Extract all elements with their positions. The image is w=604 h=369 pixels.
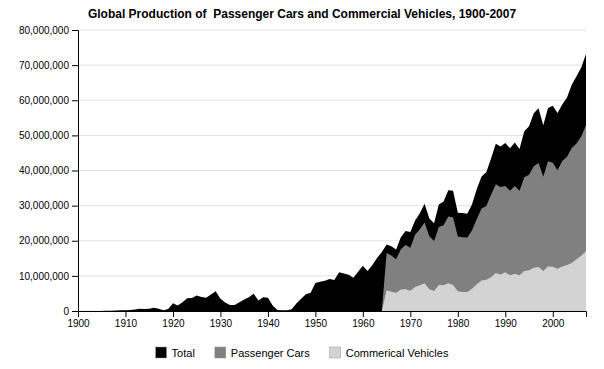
y-tick-mark xyxy=(72,135,78,136)
y-tick-label: 30,000,000 xyxy=(19,200,69,211)
y-tick-label: 70,000,000 xyxy=(19,60,69,71)
legend-label: Passenger Cars xyxy=(231,347,310,359)
title: Global Production of Passenger Cars and … xyxy=(88,7,516,21)
y-tick-label: 80,000,000 xyxy=(19,25,69,36)
legend-item: Total xyxy=(156,347,195,359)
x-tick: 1910 xyxy=(115,311,138,329)
x-tick-mark xyxy=(125,311,126,317)
y-tick-mark xyxy=(72,100,78,101)
x-tick: 1950 xyxy=(305,311,328,329)
legend-swatch xyxy=(156,347,167,358)
x-tick-mark xyxy=(553,311,554,317)
x-tick-label: 1990 xyxy=(495,318,518,329)
y-tick: 70,000,000 xyxy=(19,60,78,71)
y-tick-label: 20,000,000 xyxy=(19,235,69,246)
y-tick-mark xyxy=(72,206,78,207)
plot: 1900 1910 1920 1930 1940 1950 1960 1970 1980 1990… xyxy=(19,25,587,329)
x-tick: 1940 xyxy=(257,311,280,329)
x-axis-line xyxy=(79,312,587,318)
x-tick-label: 2000 xyxy=(542,318,565,329)
y-tick: 60,000,000 xyxy=(19,95,78,106)
legend-item: Commerical Vehicles xyxy=(330,347,449,359)
legend-item: Passenger Cars xyxy=(215,347,310,359)
x-tick-label: 1900 xyxy=(67,318,90,329)
x-tick-mark xyxy=(505,311,506,317)
y-tick: 80,000,000 xyxy=(19,25,78,36)
grid-line xyxy=(78,135,586,136)
y-tick: 20,000,000 xyxy=(19,235,78,246)
y-tick-label: 0 xyxy=(63,306,69,317)
grid-line xyxy=(78,100,586,101)
x-tick-mark xyxy=(315,311,316,317)
x-tick: 1960 xyxy=(352,311,375,329)
grid xyxy=(78,30,586,311)
x-tick-label: 1940 xyxy=(257,318,280,329)
x-axis: 1900 1910 1920 1930 1940 1950 1960 1970 1980 1990… xyxy=(67,311,586,329)
legend-swatch xyxy=(330,347,341,358)
area xyxy=(78,125,586,311)
y-tick: 40,000,000 xyxy=(19,165,78,176)
x-tick-label: 1930 xyxy=(210,318,233,329)
x-tick-label: 1910 xyxy=(115,318,138,329)
legend-label: Total xyxy=(172,347,195,359)
y-tick-mark xyxy=(72,241,78,242)
y-tick: 0 xyxy=(63,306,78,317)
chart: Global Production of Passenger Cars and … xyxy=(0,0,604,369)
x-tick: 1930 xyxy=(210,311,233,329)
x-tick: 1990 xyxy=(495,311,518,329)
x-tick-label: 1980 xyxy=(447,318,470,329)
x-tick-label: 1950 xyxy=(305,318,328,329)
grid-line xyxy=(78,65,586,66)
y-tick-mark xyxy=(72,171,78,172)
y-tick: 30,000,000 xyxy=(19,200,78,211)
grid-line xyxy=(78,30,586,31)
y-tick-mark xyxy=(72,276,78,277)
y-tick-label: 50,000,000 xyxy=(19,130,69,141)
x-tick-mark xyxy=(363,311,364,317)
x-tick-mark xyxy=(173,311,174,317)
y-tick-label: 40,000,000 xyxy=(19,165,69,176)
y-axis-line xyxy=(72,31,79,312)
x-tick-label: 1960 xyxy=(352,318,375,329)
x-tick: 1980 xyxy=(447,311,470,329)
x-tick: 1900 xyxy=(67,311,90,329)
area xyxy=(78,251,586,311)
area xyxy=(78,54,586,311)
marks xyxy=(78,54,586,311)
legend: Total Passenger Cars Commerical Vehicles xyxy=(156,347,449,359)
x-tick-mark xyxy=(458,311,459,317)
y-tick: 50,000,000 xyxy=(19,130,78,141)
y-tick-mark xyxy=(72,65,78,66)
legend-label: Commerical Vehicles xyxy=(346,347,449,359)
legend-swatch xyxy=(215,347,226,358)
x-tick: 1970 xyxy=(400,311,423,329)
x-tick-mark xyxy=(410,311,411,317)
x-tick: 1920 xyxy=(162,311,185,329)
x-tick-mark xyxy=(220,311,221,317)
y-tick-mark xyxy=(72,30,78,31)
x-tick-label: 1970 xyxy=(400,318,423,329)
y-tick: 10,000,000 xyxy=(19,271,78,282)
y-tick-mark xyxy=(72,311,78,312)
x-tick-mark xyxy=(268,311,269,317)
x-tick: 2000 xyxy=(542,311,565,329)
y-tick-label: 10,000,000 xyxy=(19,271,69,282)
y-axis: 0 10,000,000 20,000,000 30,000,000 40,000,00… xyxy=(19,25,79,317)
y-tick-label: 60,000,000 xyxy=(19,95,69,106)
x-tick-label: 1920 xyxy=(162,318,185,329)
